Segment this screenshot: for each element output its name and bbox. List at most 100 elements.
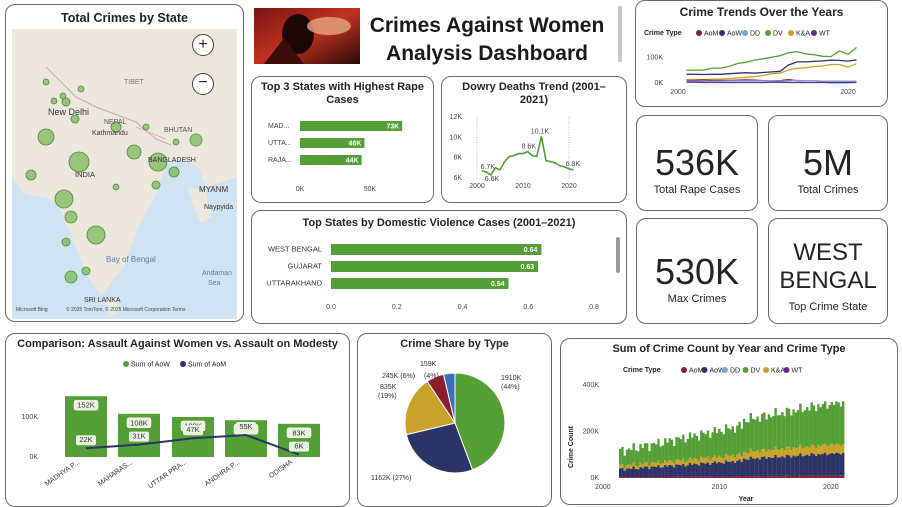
stacked-bar-segment[interactable]: [758, 452, 762, 460]
stacked-bar-segment[interactable]: [842, 452, 845, 476]
stacked-bar-segment[interactable]: [731, 454, 734, 461]
stacked-bar-segment[interactable]: [729, 429, 732, 457]
stacked-bar-segment[interactable]: [828, 405, 831, 446]
stacked-bar-segment[interactable]: [772, 476, 775, 478]
stacked-bar-segment[interactable]: [837, 402, 840, 444]
stacked-bar-segment[interactable]: [646, 466, 649, 477]
stacked-bar-segment[interactable]: [742, 418, 746, 452]
stacked-bar-segment[interactable]: [828, 453, 831, 476]
stacked-bar-segment[interactable]: [625, 477, 629, 478]
stacked-bar-segment[interactable]: [657, 465, 660, 477]
stacked-bar-segment[interactable]: [815, 411, 818, 448]
stacked-bar-segment[interactable]: [774, 408, 777, 447]
stacked-bar-segment[interactable]: [709, 459, 712, 465]
stacked-bar-segment[interactable]: [796, 447, 800, 456]
stacked-bar-segment[interactable]: [783, 476, 786, 478]
stacked-bar-segment[interactable]: [702, 457, 705, 463]
stacked-bar-segment[interactable]: [810, 402, 813, 444]
stacked-bar-segment[interactable]: [691, 476, 694, 478]
stacked-bar-segment[interactable]: [794, 448, 798, 457]
stacked-bar-segment[interactable]: [756, 476, 759, 478]
stacked-bar-segment[interactable]: [787, 408, 791, 447]
share-slice[interactable]: [442, 372, 456, 424]
stacked-bar-segment[interactable]: [751, 476, 755, 478]
stacked-bar-segment[interactable]: [702, 432, 705, 458]
stacked-bar-segment[interactable]: [652, 442, 656, 463]
stacked-bar-segment[interactable]: [673, 446, 676, 464]
stacked-bar-segment[interactable]: [724, 476, 728, 478]
trends-legend[interactable]: AoM AoW DD DV K&A WT: [696, 30, 831, 38]
stacked-bar-segment[interactable]: [639, 477, 642, 478]
stacked-bar-segment[interactable]: [695, 476, 698, 478]
stacked-bar-segment[interactable]: [821, 404, 825, 445]
stacked-bar-segment[interactable]: [742, 451, 746, 459]
stacked-bar-segment[interactable]: [826, 455, 829, 476]
stacked-bar-segment[interactable]: [801, 448, 804, 457]
stacked-bar-segment[interactable]: [736, 476, 739, 478]
stacked-bar-segment[interactable]: [664, 460, 667, 465]
stacked-bar-segment[interactable]: [637, 451, 640, 466]
stacked-bar-segment[interactable]: [706, 476, 710, 478]
stacked-bar-segment[interactable]: [731, 426, 734, 455]
stacked-bar-segment[interactable]: [641, 464, 644, 469]
stacked-bar-segment[interactable]: [747, 476, 750, 478]
stacked-bar-segment[interactable]: [799, 403, 802, 445]
stacked-bar-segment[interactable]: [630, 450, 633, 466]
stacked-bar-segment[interactable]: [830, 443, 834, 453]
stacked-bar-segment[interactable]: [675, 476, 678, 478]
stacked-bar-segment[interactable]: [740, 476, 743, 479]
stacked-bar-segment[interactable]: [787, 455, 791, 476]
stacked-bar-segment[interactable]: [842, 443, 845, 453]
stacked-bar-segment[interactable]: [821, 453, 825, 476]
stacked-bar-segment[interactable]: [641, 448, 644, 465]
stacked-bar-segment[interactable]: [803, 447, 807, 456]
stacked-bar-segment[interactable]: [801, 456, 804, 476]
stacked-bar-segment[interactable]: [731, 460, 734, 477]
stacked-bar-segment[interactable]: [769, 450, 773, 458]
stacked-bar-segment[interactable]: [742, 458, 746, 477]
stacked-bar-segment[interactable]: [733, 432, 737, 458]
stacked-bar-segment[interactable]: [713, 455, 716, 462]
stacked-bar-segment[interactable]: [648, 477, 651, 478]
stacked-bar-segment[interactable]: [819, 475, 822, 478]
stacked-bar-segment[interactable]: [661, 463, 665, 468]
stacked-bar-segment[interactable]: [688, 476, 692, 478]
stacked-bar-segment[interactable]: [720, 457, 723, 463]
stacked-bar-segment[interactable]: [767, 457, 771, 477]
stacked-bar-segment[interactable]: [790, 449, 793, 458]
stacked-bar-segment[interactable]: [637, 477, 640, 478]
stacked-bar-segment[interactable]: [637, 466, 640, 470]
stacked-bar-segment[interactable]: [801, 412, 804, 449]
stacked-bar-segment[interactable]: [833, 475, 836, 478]
stacked-bar-segment[interactable]: [815, 476, 818, 478]
stacked-bar-segment[interactable]: [747, 453, 750, 460]
stacked-bar-segment[interactable]: [763, 412, 766, 449]
stacked-bar-segment[interactable]: [826, 408, 829, 447]
stacked-bar-segment[interactable]: [688, 432, 692, 458]
dowry-series-line[interactable]: [481, 136, 574, 177]
stacked-bar-segment[interactable]: [643, 477, 647, 478]
stacked-bar-segment[interactable]: [751, 418, 755, 452]
stacked-bar-segment[interactable]: [666, 476, 669, 478]
stacked-bar-segment[interactable]: [738, 459, 741, 477]
stacked-bar-segment[interactable]: [652, 476, 656, 478]
stacked-bar-segment[interactable]: [837, 475, 840, 478]
dv-chart[interactable]: WEST BENGAL 0.64 GUJARAT 0.63 UTTARAKHAND 0.5…: [252, 231, 627, 324]
stacked-bar-segment[interactable]: [787, 446, 791, 456]
stacked-bar-segment[interactable]: [668, 464, 671, 477]
stacked-bar-segment[interactable]: [670, 460, 674, 466]
stacked-bar-segment[interactable]: [679, 476, 683, 478]
stacked-bar-segment[interactable]: [650, 466, 653, 477]
stacked-bar-segment[interactable]: [760, 449, 764, 457]
stacked-bar-segment[interactable]: [675, 437, 678, 460]
stacked-bar-segment[interactable]: [778, 457, 782, 477]
map-attribution[interactable]: © 2025 TomTom, © 2025 Microsoft Corporat…: [66, 306, 186, 313]
trends-lines[interactable]: 100K 0K 2000 2020: [647, 46, 857, 97]
stacked-bar-segment[interactable]: [815, 447, 818, 456]
stacked-bar-segment[interactable]: [763, 456, 766, 477]
stacked-bar-segment[interactable]: [758, 476, 762, 478]
stacked-bar-segment[interactable]: [731, 476, 734, 478]
share-pie[interactable]: 1910K (44%) 1162K (27%) 835K (19%) 245K (6%) 1…: [371, 361, 522, 482]
stacked-bar-segment[interactable]: [824, 443, 827, 453]
